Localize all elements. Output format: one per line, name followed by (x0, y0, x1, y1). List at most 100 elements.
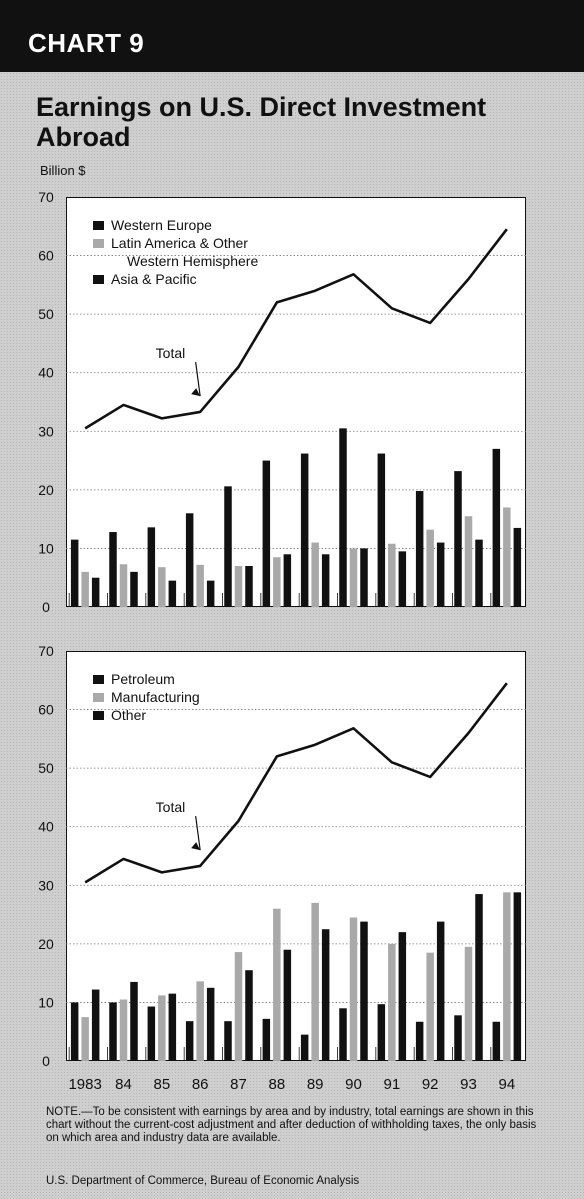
y-tick-label: 50 (38, 306, 54, 322)
y-tick-label: 0 (42, 599, 50, 615)
bar-asia-pacific (206, 580, 215, 607)
annotation-arrowhead (191, 842, 201, 851)
x-tick-label: 87 (230, 1076, 247, 1093)
bar-latin-america-other-western-hemisphere (273, 557, 281, 607)
bar-petroleum (415, 1021, 424, 1061)
y-tick-label: 10 (38, 540, 54, 556)
bar-latin-america-other-western-hemisphere (158, 567, 166, 607)
bar-western-europe (377, 453, 386, 607)
bar-manufacturing (119, 999, 128, 1061)
bar-manufacturing (349, 917, 358, 1061)
bar-manufacturing (273, 908, 281, 1061)
bar-western-europe (300, 453, 309, 607)
bar-western-europe (70, 539, 79, 607)
bar-asia-pacific (475, 539, 483, 607)
x-tick-label: 86 (192, 1076, 209, 1093)
bar-asia-pacific (168, 580, 177, 607)
bar-manufacturing (311, 902, 319, 1061)
bar-western-europe (109, 532, 117, 607)
y-tick-label: 0 (42, 1053, 50, 1069)
x-tick-label: 89 (307, 1076, 324, 1093)
bar-western-europe (185, 513, 194, 607)
x-tick-label: 84 (115, 1076, 132, 1093)
bar-latin-america-other-western-hemisphere (503, 507, 511, 607)
bar-asia-pacific (130, 571, 138, 607)
x-tick-label: 90 (345, 1076, 362, 1093)
y-tick-label: 50 (38, 760, 54, 776)
source-line: U.S. Department of Commerce, Bureau of E… (46, 1175, 360, 1187)
bar-other (91, 989, 100, 1061)
y-tick-label: 10 (38, 994, 54, 1010)
bar-asia-pacific (283, 554, 292, 607)
legend-swatch (93, 675, 104, 684)
bar-asia-pacific (321, 554, 330, 607)
legend-swatch (93, 239, 104, 248)
bar-other (513, 892, 522, 1061)
bar-asia-pacific (398, 551, 407, 607)
annotation-arrow (195, 361, 201, 397)
legend-swatch (93, 711, 104, 720)
bar-western-europe (415, 491, 424, 607)
bar-western-europe (492, 448, 501, 607)
bar-other (398, 932, 407, 1061)
bar-petroleum (147, 1006, 156, 1061)
y-tick-label: 30 (38, 877, 54, 893)
bar-manufacturing (81, 1017, 89, 1061)
bar-manufacturing (388, 943, 396, 1061)
total-annotation: Total (156, 345, 186, 361)
y-tick-label: 60 (38, 702, 54, 718)
chart-title: Earnings on U.S. Direct Investment Abroa… (36, 92, 487, 152)
bar-latin-america-other-western-hemisphere (426, 529, 434, 607)
bar-western-europe (454, 471, 462, 607)
bar-latin-america-other-western-hemisphere (349, 548, 358, 607)
annotation-arrow (195, 815, 201, 851)
legend-label: Western Hemisphere (127, 253, 258, 269)
y-tick-label: 60 (38, 248, 54, 264)
bar-asia-pacific (245, 566, 253, 607)
chart-2: 0 10 20 30 40 50 60 70 Total Petroleum Manufacturi… (38, 643, 526, 1069)
bar-asia-pacific (360, 548, 368, 607)
bar-western-europe (224, 486, 232, 607)
y-tick-label: 20 (38, 482, 54, 498)
bar-manufacturing (503, 892, 511, 1061)
bar-other (245, 970, 253, 1061)
total-line (84, 228, 508, 430)
bar-other (206, 987, 215, 1061)
bar-latin-america-other-western-hemisphere (196, 564, 204, 607)
y-tick-label: 70 (38, 189, 54, 205)
bar-manufacturing (234, 952, 243, 1061)
bar-other (283, 949, 292, 1061)
legend-swatch (93, 221, 104, 230)
bar-asia-pacific (436, 542, 445, 607)
industry-chart-panel (66, 651, 526, 1061)
y-tick-label: 70 (38, 643, 54, 659)
bar-latin-america-other-western-hemisphere (234, 566, 243, 607)
bar-petroleum (70, 1002, 79, 1061)
bar-manufacturing (464, 946, 473, 1061)
bar-manufacturing (196, 981, 204, 1061)
chart-header-bar: CHART 9 (0, 0, 584, 72)
bar-petroleum (300, 1034, 309, 1061)
area-chart-panel (66, 197, 526, 607)
y-tick-label: 40 (38, 365, 54, 381)
bar-petroleum (262, 1018, 271, 1061)
chart-number-label: CHART 9 (28, 28, 145, 58)
bar-petroleum (224, 1021, 232, 1061)
y-tick-label: 30 (38, 423, 54, 439)
bar-other (360, 921, 368, 1061)
bar-western-europe (339, 428, 347, 607)
chart-1: 0 10 20 30 40 50 60 70 Total Western Europe Latin … (38, 189, 526, 615)
legend-swatch (93, 693, 104, 702)
chart-note: NOTE.—To be consistent with earnings by … (46, 1106, 537, 1144)
x-tick-label: 91 (383, 1076, 400, 1093)
bar-latin-america-other-western-hemisphere (119, 564, 128, 607)
legend-swatch (93, 275, 104, 284)
bar-other (130, 981, 138, 1061)
bar-petroleum (109, 1002, 117, 1061)
bar-latin-america-other-western-hemisphere (311, 542, 319, 607)
bar-petroleum (454, 1015, 462, 1061)
x-tick-label: 94 (498, 1076, 515, 1093)
bar-petroleum (339, 1008, 347, 1061)
legend-label: Other (111, 707, 146, 723)
